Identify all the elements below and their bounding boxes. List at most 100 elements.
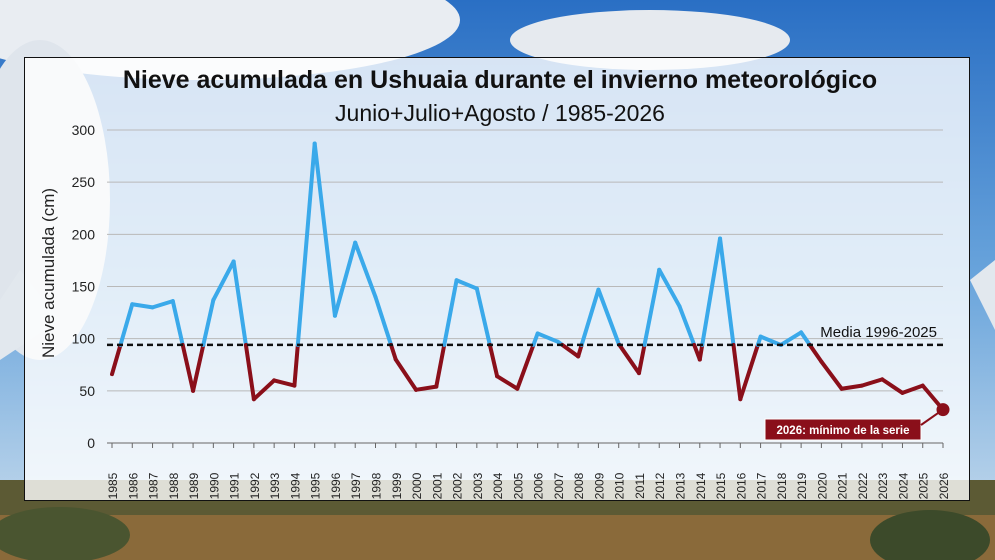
x-tick-label: 2016	[734, 472, 748, 499]
series-line-segment	[495, 374, 520, 391]
y-axis-ticks: 0 50 100 150 200 250 300	[72, 122, 96, 451]
series-line-segment	[118, 302, 135, 347]
y-tick-label: 300	[72, 122, 96, 138]
x-tick-label: 2009	[592, 472, 606, 499]
series-line-segment	[312, 141, 337, 318]
series-line-segment	[332, 240, 358, 318]
x-tick-label: 2025	[917, 472, 931, 499]
y-tick-label: 100	[72, 331, 96, 347]
x-tick-label: 2008	[572, 472, 586, 499]
x-tick-label: 2006	[532, 472, 546, 499]
series-line-segment	[758, 334, 783, 347]
x-tick-label: 2013	[674, 472, 688, 499]
series-line-segment	[778, 330, 804, 347]
series-line-segment	[738, 342, 760, 402]
x-tick-label: 1990	[207, 472, 221, 499]
x-tick-label: 2012	[653, 472, 667, 499]
y-tick-label: 200	[72, 226, 96, 242]
series-line-segment	[251, 378, 277, 402]
x-tick-label: 1986	[126, 472, 140, 499]
series-line-segment	[579, 287, 601, 347]
series-snow	[110, 141, 945, 412]
x-tick-label: 1985	[106, 472, 120, 499]
x-tick-label: 2000	[410, 472, 424, 499]
x-tick-label: 1988	[167, 472, 181, 499]
series-line-segment	[799, 330, 812, 347]
annotation-text: 2026: mínimo de la serie	[777, 425, 910, 437]
series-line-segment	[596, 287, 621, 346]
last-point-annotation: 2026: mínimo de la serie	[764, 403, 950, 441]
x-tick-label: 2010	[613, 472, 627, 499]
y-tick-label: 250	[72, 174, 96, 190]
x-tick-label: 2024	[896, 472, 910, 499]
x-tick-label: 2017	[755, 472, 769, 499]
x-tick-label: 2021	[836, 472, 850, 499]
series-line-segment	[442, 278, 459, 347]
x-tick-label: 2022	[856, 472, 870, 499]
last-point-marker	[936, 403, 950, 417]
grid-lines	[107, 129, 943, 392]
x-tick-label: 2004	[491, 472, 505, 499]
series-line-segment	[487, 342, 500, 379]
series-line-segment	[150, 299, 175, 310]
series-line-segment	[560, 342, 581, 359]
series-line-segment	[617, 342, 641, 376]
series-line-segment	[657, 267, 682, 309]
series-line-segment	[434, 342, 447, 389]
series-line-segment	[292, 342, 300, 388]
x-tick-label: 2019	[795, 472, 809, 499]
x-tick-label: 2001	[430, 472, 444, 499]
series-line-segment	[819, 359, 844, 391]
series-line-segment	[718, 236, 736, 347]
mean-label: Media 1996-2025	[820, 324, 937, 341]
series-line-segment	[130, 302, 155, 310]
series-line-segment	[515, 342, 536, 391]
x-tick-label: 2026	[937, 472, 951, 499]
annotation-box	[764, 418, 922, 441]
series-line-segment	[474, 286, 492, 347]
series-line-segment	[807, 342, 824, 364]
series-line-segment	[295, 141, 317, 347]
chart-subtitle: Junio+Julio+Agosto / 1985-2026	[335, 100, 665, 126]
series-line-segment	[531, 331, 540, 347]
series-line-segment	[231, 259, 248, 347]
x-tick-label: 2003	[471, 472, 485, 499]
series-line-segment	[191, 342, 206, 393]
series-line-segment	[243, 342, 256, 402]
series-line-segment	[201, 298, 216, 347]
series-line-segment	[859, 377, 885, 388]
x-tick-label: 1997	[349, 472, 363, 499]
x-tick-label: 2011	[633, 473, 647, 499]
x-tick-label: 1998	[369, 472, 383, 499]
series-line-segment	[170, 299, 185, 347]
series-line-segment	[272, 378, 297, 388]
series-line-segment	[414, 384, 439, 392]
series-line-segment	[642, 267, 662, 347]
x-tick-label: 1987	[147, 472, 161, 499]
x-tick-label: 2014	[694, 472, 708, 499]
series-line-segment	[389, 342, 398, 362]
x-tick-label: 1994	[288, 472, 302, 499]
series-line-segment	[353, 240, 378, 299]
series-line-segment	[677, 304, 697, 347]
y-tick-label: 0	[87, 435, 95, 451]
x-tick-label: 2018	[775, 472, 789, 499]
x-tick-label: 2015	[714, 472, 728, 499]
series-line-segment	[110, 342, 123, 377]
series-line-segment	[535, 331, 560, 344]
series-line-segment	[839, 383, 864, 391]
x-tick-label: 1991	[228, 472, 242, 499]
x-tick-label: 1989	[187, 472, 201, 499]
series-line-segment	[900, 383, 925, 395]
y-tick-label: 150	[72, 279, 96, 295]
y-tick-label: 50	[79, 383, 95, 399]
x-tick-label: 2002	[451, 472, 465, 499]
series-line-segment	[731, 342, 743, 402]
x-tick-label: 2020	[815, 472, 829, 499]
y-axis-label: Nieve acumulada (cm)	[39, 188, 58, 358]
series-line-segment	[373, 294, 394, 347]
series-line-segment	[697, 342, 705, 362]
series-line-segment	[880, 377, 905, 395]
x-tick-label: 1996	[329, 472, 343, 499]
